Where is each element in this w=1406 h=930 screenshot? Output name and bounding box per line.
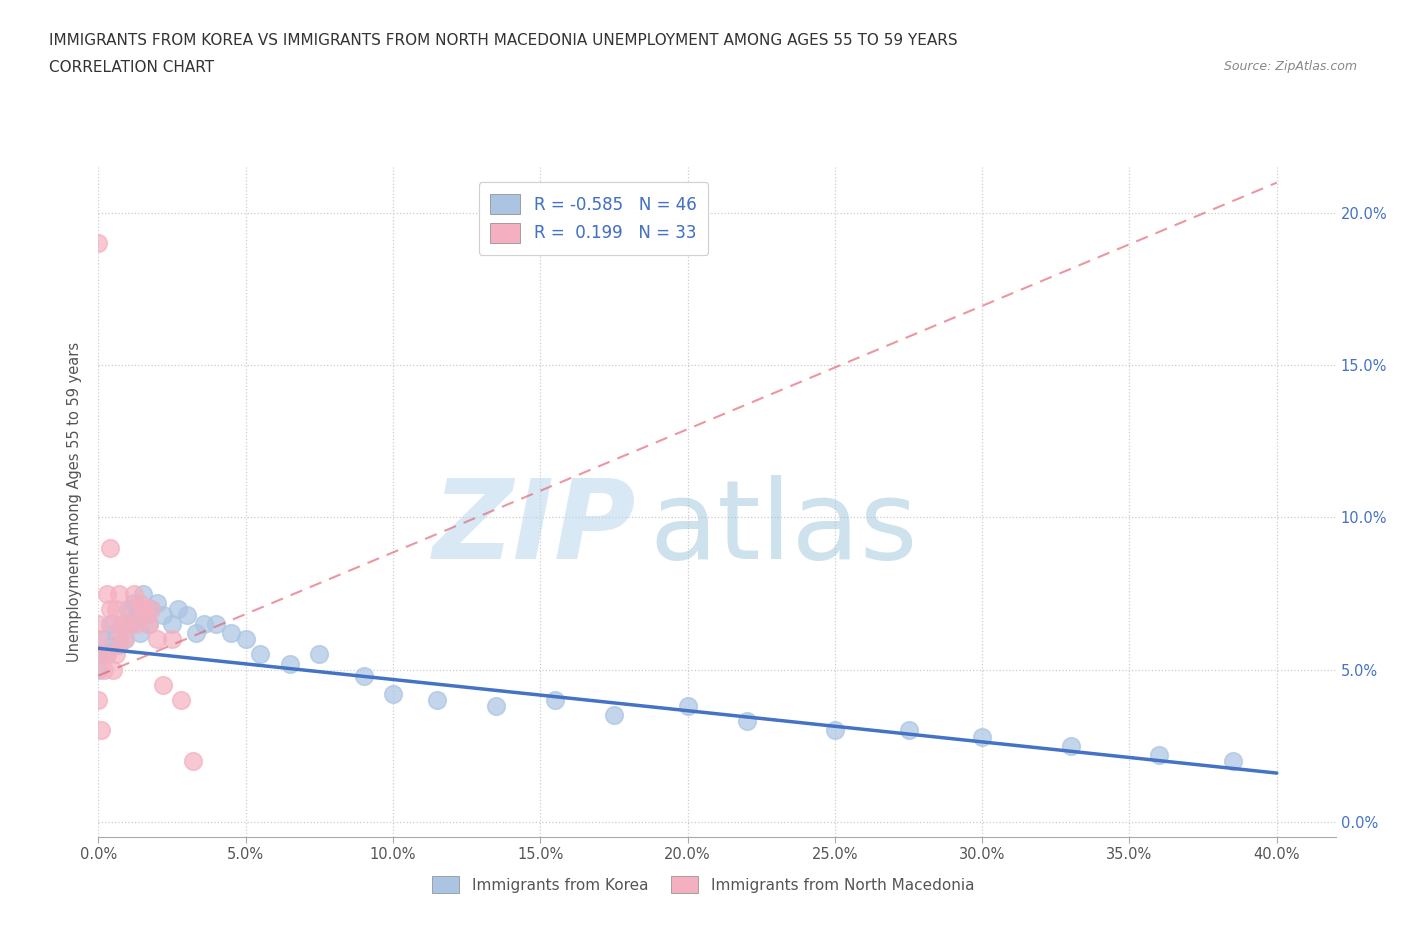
Point (897, 723, 920, 737)
Point (131, 586, 153, 601)
Point (105, 647, 128, 662)
Point (353, 669, 375, 684)
Point (181, 753, 204, 768)
Point (108, 631, 131, 646)
Point (101, 617, 124, 631)
Point (1059, 738, 1081, 753)
Point (167, 602, 190, 617)
Point (184, 626, 207, 641)
Point (160, 617, 183, 631)
Point (138, 617, 160, 631)
Point (603, 708, 626, 723)
Point (308, 647, 330, 662)
Point (125, 607, 148, 622)
Point (146, 595, 169, 610)
Point (93, 662, 115, 677)
Point (152, 677, 174, 692)
Legend: Immigrants from Korea, Immigrants from North Macedonia: Immigrants from Korea, Immigrants from N… (426, 870, 980, 899)
Text: atlas: atlas (650, 475, 918, 582)
Point (87, 662, 110, 677)
Point (98, 617, 121, 631)
Point (105, 626, 128, 641)
Point (278, 656, 301, 671)
Point (120, 617, 142, 631)
Point (98, 602, 121, 617)
Point (676, 698, 699, 713)
Point (117, 617, 139, 631)
Point (96, 647, 118, 662)
Point (160, 631, 183, 646)
Point (87, 631, 110, 646)
Legend: R = -0.585   N = 46, R =  0.199   N = 33: R = -0.585 N = 46, R = 0.199 N = 33 (478, 182, 709, 255)
Point (135, 607, 157, 622)
Point (108, 586, 131, 601)
Point (111, 617, 134, 631)
Point (101, 662, 124, 677)
Point (105, 602, 128, 617)
Point (1222, 753, 1244, 768)
Point (108, 638, 131, 653)
Point (219, 626, 242, 641)
Point (96, 586, 118, 601)
Point (114, 631, 136, 646)
Point (93, 631, 115, 646)
Point (114, 631, 136, 646)
Point (131, 602, 153, 617)
Point (235, 631, 257, 646)
Point (152, 607, 174, 622)
Point (382, 686, 405, 701)
Text: Source: ZipAtlas.com: Source: ZipAtlas.com (1223, 60, 1357, 73)
Point (972, 729, 994, 744)
Text: CORRELATION CHART: CORRELATION CHART (49, 60, 214, 75)
Point (87, 617, 110, 631)
Point (98, 540, 121, 555)
Point (87, 693, 110, 708)
Point (96, 647, 118, 662)
Point (1147, 748, 1170, 763)
Point (87, 236, 110, 251)
Point (87, 647, 110, 662)
Point (90, 723, 112, 737)
Point (101, 638, 124, 653)
Point (544, 693, 567, 708)
Point (249, 647, 271, 662)
Point (117, 602, 139, 617)
Point (193, 617, 215, 631)
Point (141, 602, 163, 617)
Point (128, 626, 150, 641)
Point (135, 607, 157, 622)
Text: IMMIGRANTS FROM KOREA VS IMMIGRANTS FROM NORTH MACEDONIA UNEMPLOYMENT AMONG AGES: IMMIGRANTS FROM KOREA VS IMMIGRANTS FROM… (49, 33, 957, 47)
Y-axis label: Unemployment Among Ages 55 to 59 years: Unemployment Among Ages 55 to 59 years (67, 342, 83, 662)
Point (122, 595, 145, 610)
Point (205, 617, 228, 631)
Point (146, 631, 169, 646)
Point (122, 586, 145, 601)
Point (141, 602, 163, 617)
Point (128, 595, 150, 610)
Point (90, 647, 112, 662)
Point (170, 693, 193, 708)
Point (125, 617, 148, 631)
Point (111, 617, 134, 631)
Point (485, 698, 508, 713)
Point (120, 602, 142, 617)
Point (176, 607, 198, 622)
Text: ZIP: ZIP (433, 475, 637, 582)
Point (138, 617, 160, 631)
Point (426, 693, 449, 708)
Point (735, 714, 758, 729)
Point (824, 723, 846, 737)
